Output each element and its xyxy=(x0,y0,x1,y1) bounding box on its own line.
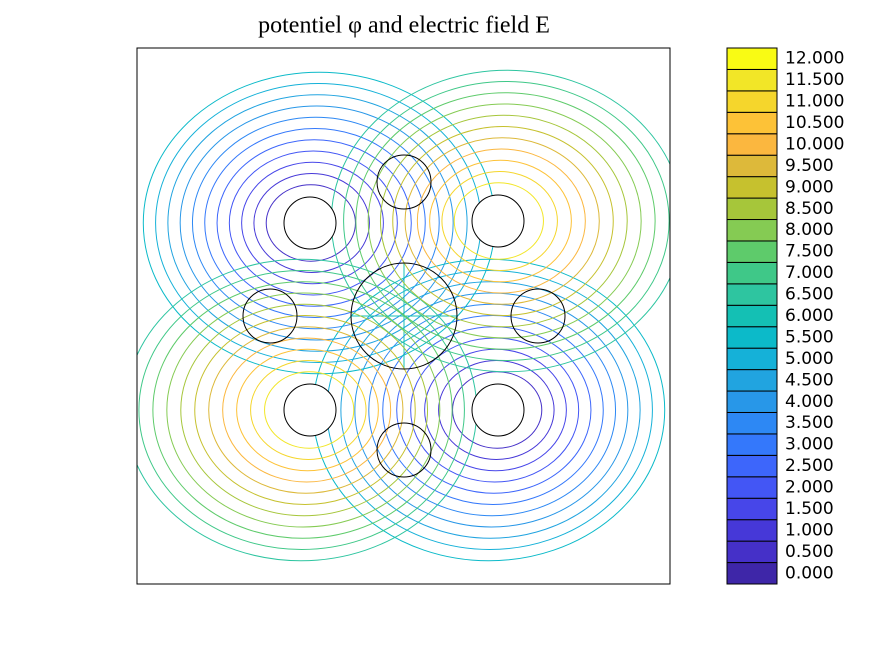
colorbar-box xyxy=(726,562,778,585)
colorbar-box xyxy=(726,47,778,70)
contour-line xyxy=(208,326,404,494)
contour-line xyxy=(236,348,379,472)
colorbar-box xyxy=(726,476,778,499)
colorbar-label: 6.000 xyxy=(785,306,834,326)
colorbar-box xyxy=(726,261,778,285)
hole xyxy=(283,383,337,437)
contour-line xyxy=(216,139,412,307)
colorbar-label: 11.500 xyxy=(785,70,844,90)
colorbar-box xyxy=(726,304,778,328)
contour-line xyxy=(166,292,441,528)
conductor xyxy=(376,422,432,478)
colorbar-label: 8.000 xyxy=(785,220,834,240)
contour-line xyxy=(250,360,367,460)
colorbar-label: 0.500 xyxy=(785,542,834,562)
contour-line xyxy=(194,315,416,505)
holes xyxy=(242,154,566,478)
colorbar-box xyxy=(726,540,778,564)
colorbar-box xyxy=(726,369,778,392)
contour-line xyxy=(253,173,370,273)
colorbar-box xyxy=(726,390,778,413)
hole xyxy=(283,196,337,250)
colorbar-label: 3.500 xyxy=(785,413,834,433)
colorbar-label: 1.000 xyxy=(785,520,834,540)
colorbar-box xyxy=(726,176,778,199)
contour-line xyxy=(180,303,429,517)
colorbar-box xyxy=(726,111,778,135)
colorbar-label: 8.500 xyxy=(785,199,834,219)
colorbar-box xyxy=(726,454,778,478)
colorbar-label: 5.500 xyxy=(785,327,834,347)
conductor xyxy=(242,288,298,344)
contour-line xyxy=(340,281,641,539)
contour-line xyxy=(179,105,454,341)
colorbar-label: 11.000 xyxy=(785,92,844,112)
colorbar-label: 3.000 xyxy=(785,435,834,455)
colorbar-label: 0.000 xyxy=(785,563,834,583)
colorbar-label: 10.500 xyxy=(785,113,844,133)
colorbar-box xyxy=(726,433,778,456)
colorbar-box xyxy=(726,347,778,371)
contour-line xyxy=(138,270,465,550)
colorbar-box xyxy=(726,519,778,542)
conductor xyxy=(376,154,432,210)
hole xyxy=(471,383,525,437)
colorbar-box xyxy=(726,197,778,221)
colorbar-label: 9.000 xyxy=(785,177,834,197)
hole xyxy=(471,194,525,248)
colorbar-box xyxy=(726,326,778,349)
colorbar-label: 12.000 xyxy=(785,49,844,69)
colorbar-box xyxy=(726,411,778,435)
contour-line xyxy=(264,371,355,449)
colorbar-box xyxy=(726,90,778,113)
contours xyxy=(137,69,670,562)
colorbar-label: 4.500 xyxy=(785,370,834,390)
colorbar-label: 4.000 xyxy=(785,392,834,412)
colorbar-box xyxy=(726,154,778,178)
colorbar-label: 2.000 xyxy=(785,478,834,498)
colorbar-box xyxy=(726,133,778,156)
colorbar-label: 1.500 xyxy=(785,499,834,519)
chart-title: potentiel φ and electric field E xyxy=(258,13,550,39)
colorbar-label: 9.500 xyxy=(785,156,834,176)
colorbar-label: 7.500 xyxy=(785,242,834,262)
contour-line xyxy=(404,137,600,305)
contour-line xyxy=(204,128,426,318)
contour-line xyxy=(453,182,544,260)
contour-line xyxy=(379,114,628,328)
colorbar: 0.0000.5001.0001.5002.0002.5003.0003.500… xyxy=(726,47,844,585)
colorbar-label: 6.500 xyxy=(785,285,834,305)
contour-line xyxy=(222,337,392,483)
contour-line xyxy=(355,92,656,350)
contour-line xyxy=(228,150,398,296)
colorbar-box xyxy=(726,497,778,521)
plot-frame xyxy=(136,47,671,585)
colorbar-label: 10.000 xyxy=(785,134,844,154)
colorbar-label: 7.000 xyxy=(785,263,834,283)
contour-line xyxy=(167,94,468,352)
colorbar-label: 2.500 xyxy=(785,456,834,476)
contour-line xyxy=(191,116,440,330)
conductor xyxy=(350,262,458,370)
conductor xyxy=(510,288,566,344)
colorbar-box xyxy=(726,240,778,263)
contour-line xyxy=(152,281,453,539)
contour-line xyxy=(343,81,670,361)
contour-line xyxy=(429,159,572,283)
contour-line xyxy=(441,171,558,271)
colorbar-box xyxy=(726,68,778,92)
colorbar-label: 5.000 xyxy=(785,349,834,369)
contour-line xyxy=(367,103,642,339)
colorbar-box xyxy=(726,219,778,242)
contour-line xyxy=(416,148,586,294)
colorbar-box xyxy=(726,283,778,306)
contour-line xyxy=(241,161,384,285)
contour-line xyxy=(392,126,614,316)
